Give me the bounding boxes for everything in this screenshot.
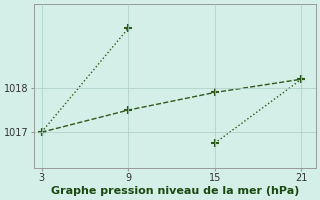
X-axis label: Graphe pression niveau de la mer (hPa): Graphe pression niveau de la mer (hPa) [51,186,299,196]
